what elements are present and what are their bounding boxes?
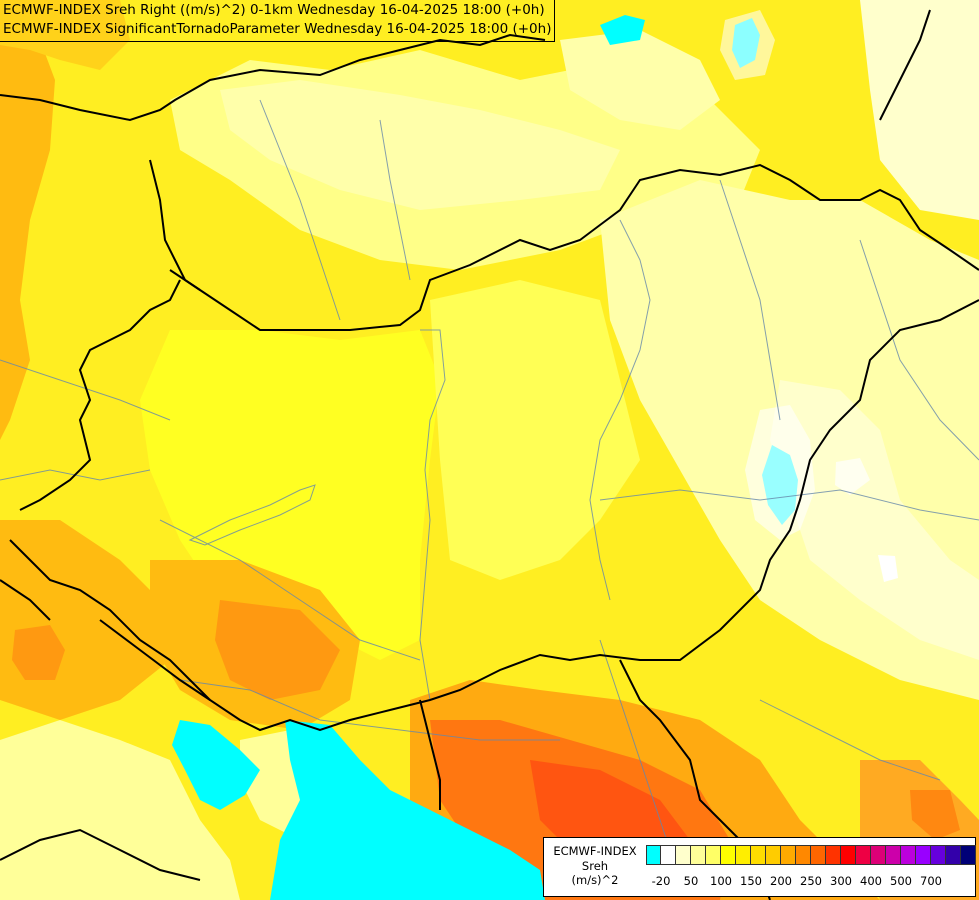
- border-ro-east: [9, 299, 979, 732]
- field-north-pale: [220, 80, 620, 210]
- legend-variable: Sreh: [581, 858, 609, 873]
- legend-swatch: [946, 845, 961, 865]
- legend-swatch: [676, 845, 691, 865]
- field-cyan-sea: [270, 720, 545, 900]
- legend-swatch: [736, 845, 751, 865]
- field-white-east-spot: [878, 555, 898, 582]
- border-ba-hr: [419, 699, 441, 810]
- legend-swatch: [826, 845, 841, 865]
- field-sw-orange: [215, 600, 340, 700]
- field-north-pale-2: [560, 30, 720, 130]
- legend-swatch: [841, 845, 856, 865]
- legend-swatch: [856, 845, 871, 865]
- field-white-north: [720, 10, 775, 80]
- legend-tick: 500: [890, 874, 912, 888]
- legend-swatch: [721, 845, 736, 865]
- border-hu-north: [169, 163, 979, 331]
- legend-swatch: [931, 845, 946, 865]
- legend-tick: 250: [800, 874, 822, 888]
- legend-tick: 400: [860, 874, 882, 888]
- field-east-light: [770, 380, 979, 660]
- title-line-1: ECMWF-INDEX Sreh Right ((m/s)^2) 0-1km W…: [3, 2, 545, 18]
- border-north: [0, 33, 546, 122]
- field-central-east-yellow: [430, 280, 640, 580]
- river-danube: [419, 329, 446, 701]
- river-south-2: [759, 699, 941, 781]
- river-sava: [179, 679, 560, 741]
- field-white-east-spot-2: [835, 458, 870, 495]
- legend-tick: 100: [710, 874, 732, 888]
- legend-swatch: [961, 845, 976, 865]
- field-cyan-bay: [172, 720, 260, 810]
- river-east-1: [719, 179, 781, 421]
- legend-swatch: [781, 845, 796, 865]
- legend-tick: 300: [830, 874, 852, 888]
- legend-tick: 700: [920, 874, 942, 888]
- legend-swatch: [916, 845, 931, 865]
- legend-swatch: [796, 845, 811, 865]
- legend-swatch: [886, 845, 901, 865]
- border-west-2: [0, 579, 51, 621]
- map-title-box: ECMWF-INDEX Sreh Right ((m/s)^2) 0-1km W…: [0, 0, 556, 42]
- legend-tick: -20: [651, 874, 671, 888]
- legend-unit: (m/s)^2: [571, 873, 619, 887]
- river-north-2: [379, 119, 411, 281]
- legend-swatch: [706, 845, 721, 865]
- legend-swatch: [661, 845, 676, 865]
- title-line-2: ECMWF-INDEX SignificantTornadoParameter …: [3, 21, 552, 37]
- legend-tick: 50: [683, 874, 699, 888]
- legend-labels: ECMWF-INDEX Sreh (m/s)^2: [548, 844, 642, 888]
- field-w-orange-spot: [12, 625, 65, 680]
- river-west-1: [0, 359, 171, 421]
- country-borders: [0, 9, 979, 900]
- legend-tick: 150: [740, 874, 762, 888]
- legend-swatch: [646, 845, 661, 865]
- legend-source: ECMWF-INDEX: [553, 844, 637, 858]
- border-west-at: [19, 279, 181, 511]
- border-sw: [0, 828, 201, 881]
- legend-color-scale: [646, 845, 976, 865]
- legend-swatch: [871, 845, 886, 865]
- river-east-2: [859, 239, 979, 461]
- river-north-1: [259, 99, 341, 321]
- color-legend: ECMWF-INDEX Sreh (m/s)^2 -20 50 100 150 200 2…: [543, 837, 976, 897]
- field-sw-pale: [0, 720, 240, 900]
- legend-swatch: [766, 845, 781, 865]
- legend-swatch: [691, 845, 706, 865]
- river-lake-balaton: [188, 484, 316, 546]
- legend-tick-labels: -20 50 100 150 200 250 300 400 500 700: [646, 874, 976, 890]
- field-northwest-gold: [0, 0, 130, 70]
- river-drava: [159, 519, 421, 661]
- field-west-orange: [0, 30, 55, 440]
- field-east-pale-2: [860, 0, 979, 220]
- border-ne: [879, 9, 931, 121]
- legend-tick: 200: [770, 874, 792, 888]
- field-cyan-north-1: [600, 15, 645, 45]
- border-balaton-coast: [99, 619, 211, 701]
- legend-swatch: [751, 845, 766, 865]
- legend-swatch: [901, 845, 916, 865]
- field-se-orange-2: [910, 790, 960, 840]
- river-tisza: [589, 219, 651, 601]
- river-east-3: [599, 489, 979, 521]
- legend-swatch: [811, 845, 826, 865]
